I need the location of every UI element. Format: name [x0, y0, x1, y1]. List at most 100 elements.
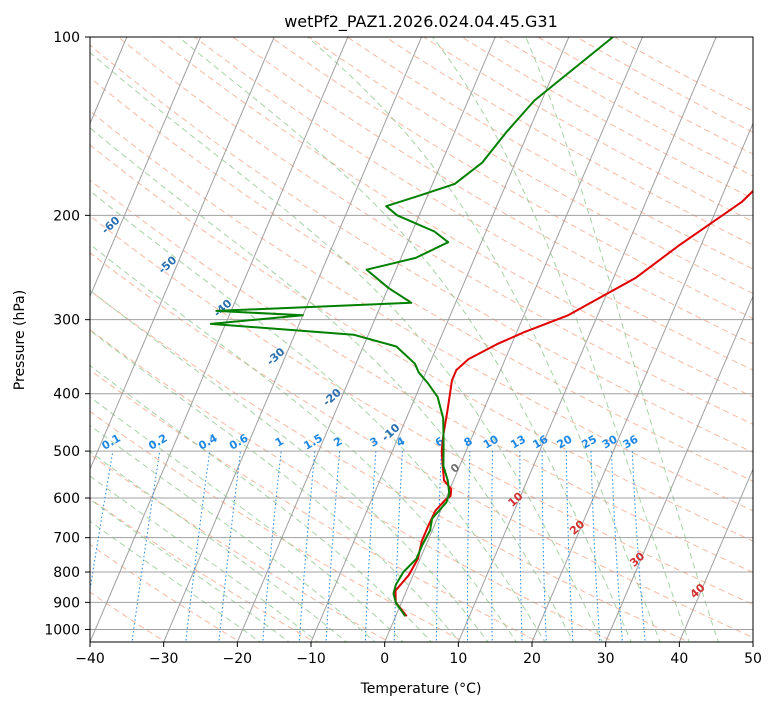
chart-title: wetPf2_PAZ1.2026.024.04.45.G31 — [284, 12, 558, 32]
mixing-ratio-line — [325, 451, 341, 642]
y-tick-label: 100 — [53, 30, 80, 46]
dry-adiabat-line — [155, 37, 753, 398]
mixing-ratio-line — [90, 451, 114, 593]
dry-adiabat-line — [90, 77, 753, 482]
isotherm-line — [90, 37, 349, 642]
dry-adiabat-line — [90, 179, 753, 573]
mixing-ratio-label: 4 — [394, 434, 407, 449]
dry-adiabat-line — [537, 37, 753, 155]
mixing-ratio-line — [131, 451, 161, 642]
dry-adiabat-line — [346, 37, 753, 270]
mixing-ratio-label: 1.5 — [301, 432, 324, 453]
isotherm-label: -70 — [44, 171, 68, 194]
x-tick-label: 20 — [523, 651, 541, 667]
isotherm-line — [605, 295, 753, 642]
moist-adiabat-line — [90, 451, 348, 642]
mixing-ratio-label: 25 — [579, 433, 599, 452]
moist-adiabat-line — [525, 37, 719, 642]
mixing-ratio-label: 20 — [555, 432, 575, 451]
plot-frame — [89, 36, 754, 643]
isotherm-line — [531, 122, 753, 642]
dry-adiabat-line — [90, 44, 753, 453]
mixing-ratio-line — [565, 451, 574, 642]
x-tick-label: −20 — [223, 651, 253, 667]
isobar-gridlines — [90, 37, 753, 630]
isotherm-line — [90, 37, 201, 298]
dry-adiabat-line — [308, 37, 753, 295]
mixing-ratio-line — [364, 451, 377, 642]
x-tick-label: 30 — [597, 651, 615, 667]
mixing-ratio-label: 0.2 — [146, 432, 169, 453]
mixing-ratio-label: 0.4 — [196, 431, 220, 452]
moist-adiabat-line — [90, 396, 404, 642]
isotherm-label: -50 — [156, 253, 180, 276]
mixing-ratio-lines — [90, 451, 646, 642]
moist-adiabat-line — [90, 475, 319, 642]
mixing-ratio-label: 30 — [600, 432, 620, 451]
dry-adiabat-line — [460, 37, 753, 200]
y-tick-label: 200 — [53, 208, 80, 224]
y-tick-label: 1000 — [44, 622, 80, 638]
isotherm-label: 10 — [506, 490, 526, 510]
profile-series — [209, 37, 753, 617]
moist-adiabat-line — [178, 37, 632, 642]
y-tick-label: 300 — [53, 313, 80, 329]
moist-adiabat-line — [90, 127, 575, 642]
moist-adiabat-line — [432, 37, 690, 642]
isotherm-label: -80 — [0, 127, 12, 150]
isotherm-line — [678, 467, 753, 642]
y-tick-label: 400 — [53, 387, 80, 403]
isotherm-label: 30 — [627, 549, 647, 569]
mixing-ratio-line — [466, 451, 471, 642]
mixing-ratio-line — [519, 451, 523, 642]
x-tick-label: 50 — [744, 651, 762, 667]
mixing-ratio-line — [262, 451, 282, 642]
mixing-ratio-labels: 0.1 0.2 0.4 0.6 1 1.5 2 3 4 6 8 10 13 16 20 25 30 36 — [99, 431, 640, 452]
isotherm-line — [457, 37, 717, 642]
dry-adiabat-line — [575, 37, 753, 133]
x-axis-ticks: −40 −30 −20 −10 0 10 20 30 40 50 — [75, 642, 762, 667]
isotherm-label: -30 — [264, 345, 288, 368]
isotherm-line — [310, 37, 570, 642]
mixing-ratio-label: 8 — [462, 435, 475, 450]
y-tick-label: 500 — [53, 444, 80, 460]
temperature-profile-line — [394, 189, 753, 617]
isotherm-label: -20 — [320, 386, 344, 409]
isotherm-line — [163, 37, 422, 642]
y-tick-label: 600 — [53, 491, 80, 507]
moist-adiabat-line — [307, 37, 661, 642]
x-tick-label: −40 — [75, 651, 105, 667]
mixing-ratio-line — [298, 451, 316, 642]
y-tick-label: 900 — [53, 595, 80, 611]
moist-adiabat-line — [90, 289, 489, 642]
isotherm-line — [236, 37, 496, 642]
mixing-ratio-line — [541, 451, 547, 642]
mixing-ratio-label: 3 — [368, 435, 381, 450]
moist-adiabat-line — [90, 329, 461, 642]
dry-adiabat-line — [90, 369, 540, 642]
mixing-ratio-line — [590, 451, 601, 642]
dry-adiabat-line — [90, 144, 753, 542]
y-axis-title: Pressure (hPa) — [12, 290, 28, 390]
x-tick-label: 40 — [670, 651, 688, 667]
isotherm-line — [384, 37, 643, 642]
y-axis-ticks: 100 200 300 400 500 600 700 800 900 1000 — [44, 30, 90, 638]
y-tick-label: 800 — [53, 565, 80, 581]
mixing-ratio-label: 2 — [331, 435, 344, 450]
dry-adiabat-line — [90, 110, 753, 512]
dry-adiabat-line — [117, 37, 753, 425]
x-axis-title: Temperature (°C) — [360, 681, 482, 697]
mixing-ratio-label: 16 — [530, 432, 550, 451]
isotherm-line — [752, 640, 753, 642]
moist-adiabat-line — [90, 520, 262, 642]
moist-adiabat-line — [90, 364, 433, 642]
dry-adiabat-line — [270, 37, 753, 320]
isotherm-label: -60 — [99, 214, 123, 237]
mixing-ratio-line — [631, 451, 646, 642]
dry-adiabat-line — [90, 290, 690, 642]
x-tick-label: 10 — [449, 651, 467, 667]
mixing-ratio-line — [393, 451, 403, 642]
isotherm-label: 20 — [567, 517, 587, 537]
x-tick-label: 0 — [380, 651, 389, 667]
